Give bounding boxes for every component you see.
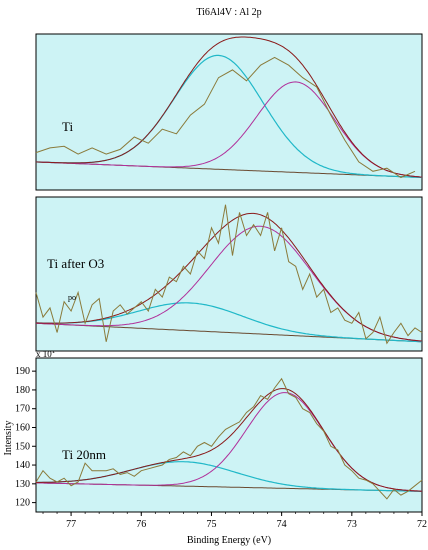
- panel-2-annotation: po: [68, 293, 76, 302]
- y-axis-label: Intensity: [3, 421, 14, 456]
- panel-3-envelope: [36, 388, 423, 492]
- y-tick-label: 120: [15, 498, 30, 509]
- x-tick-label: 74: [277, 519, 287, 530]
- chart-title: Ti6Al4V : Al 2p: [196, 7, 261, 18]
- panel-1-component-low-be: [35, 81, 423, 178]
- panel-2-component-high-be: [35, 302, 423, 343]
- x-axis-label: Binding Energy (eV): [187, 535, 271, 546]
- panels-group: Ti Ti after O3 po Ti 20nm: [35, 33, 423, 513]
- x-axis: 77 76 75 74 73 72: [42, 512, 427, 530]
- y-tick-label: 170: [15, 404, 30, 415]
- x-tick-label: 76: [136, 519, 146, 530]
- panel-2-label: Ti after O3: [47, 256, 104, 271]
- panel-2-raw-data: [35, 204, 423, 345]
- panel-2-envelope: [36, 212, 423, 342]
- panel-1-raw-data: [35, 56, 416, 179]
- panel-1-background: [35, 33, 423, 191]
- panel-1-envelope: [35, 36, 423, 178]
- x-tick-label: 72: [417, 519, 427, 530]
- panel-2: Ti after O3 po: [35, 196, 423, 352]
- y-tick-label: 140: [15, 460, 30, 471]
- x-tick-label: 73: [347, 519, 357, 530]
- panel-1-label: Ti: [62, 119, 73, 134]
- panel-3: Ti 20nm: [35, 357, 423, 513]
- y-tick-label: 160: [15, 422, 30, 433]
- y-tick-label: 180: [15, 385, 30, 396]
- panel-3-background: [35, 357, 423, 513]
- y-tick-label: 130: [15, 479, 30, 490]
- panel-3-raw-data: [35, 377, 423, 500]
- y-tick-label: 190: [15, 366, 30, 377]
- x-tick-label: 75: [206, 519, 216, 530]
- panel-3-label: Ti 20nm: [62, 447, 106, 462]
- x-tick-label: 77: [66, 519, 76, 530]
- panel-1: Ti: [35, 33, 423, 191]
- y-axis: 120 130 140 150 160 170 180 190: [15, 366, 36, 509]
- panel-2-background: [35, 196, 423, 352]
- y-tick-label: 150: [15, 441, 30, 452]
